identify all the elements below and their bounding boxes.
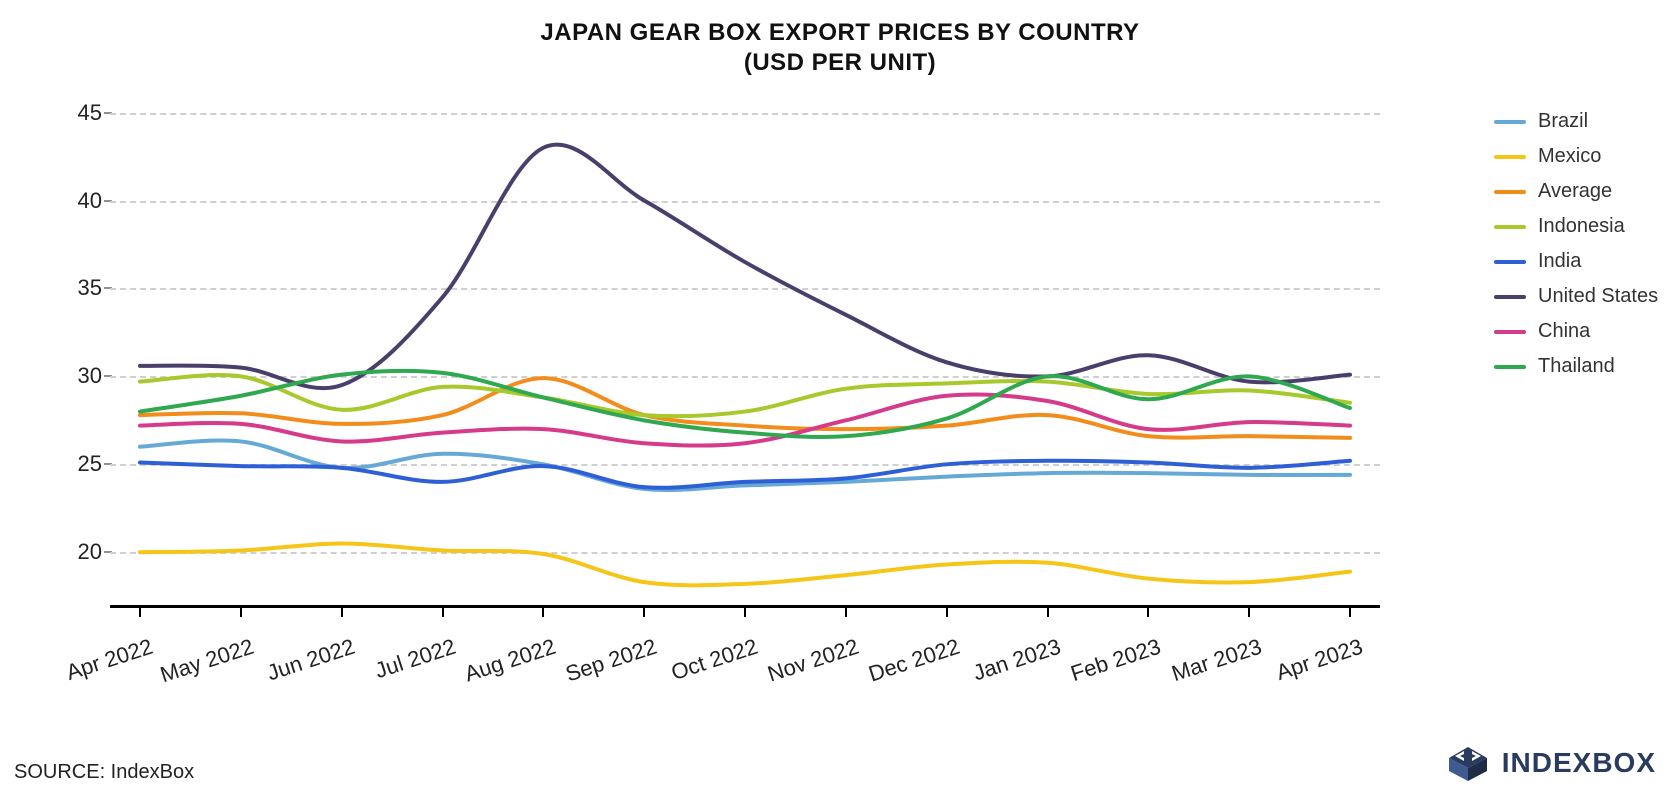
ytick-label: 25: [40, 451, 102, 477]
legend-swatch: [1494, 155, 1526, 159]
legend-label: India: [1538, 250, 1581, 273]
legend-swatch: [1494, 365, 1526, 369]
legend-swatch: [1494, 225, 1526, 229]
legend: Brazil Mexico Average Indonesia India United …: [1494, 110, 1662, 390]
xtick-label: Aug 2022: [447, 634, 560, 693]
chart-area: 202530354045 Apr 2022May 2022Jun 2022Jul…: [40, 95, 1500, 675]
legend-label: Indonesia: [1538, 215, 1625, 238]
chart-title-line1: JAPAN GEAR BOX EXPORT PRICES BY COUNTRY: [0, 18, 1680, 48]
xtick-label: Jan 2023: [951, 634, 1064, 693]
xtick-label: Mar 2023: [1153, 634, 1266, 693]
legend-item: United States: [1494, 285, 1662, 308]
legend-label: Brazil: [1538, 110, 1588, 133]
xtick-label: May 2022: [144, 634, 257, 693]
xtick-label: Jun 2022: [245, 634, 358, 693]
ytick-label: 40: [40, 188, 102, 214]
xtick-label: Nov 2022: [749, 634, 862, 693]
legend-label: United States: [1538, 285, 1658, 308]
legend-item: Brazil: [1494, 110, 1662, 133]
xtick-label: Apr 2022: [43, 634, 156, 693]
ytick-label: 45: [40, 100, 102, 126]
legend-item: Indonesia: [1494, 215, 1662, 238]
legend-swatch: [1494, 190, 1526, 194]
source-text: SOURCE: IndexBox: [14, 761, 194, 784]
legend-label: China: [1538, 320, 1590, 343]
legend-swatch: [1494, 330, 1526, 334]
legend-item: Average: [1494, 180, 1662, 203]
chart-title-line2: (USD PER UNIT): [0, 48, 1680, 78]
legend-label: Thailand: [1538, 355, 1615, 378]
legend-swatch: [1494, 120, 1526, 124]
xtick-label: Feb 2023: [1052, 634, 1165, 693]
legend-swatch: [1494, 295, 1526, 299]
ytick-label: 35: [40, 275, 102, 301]
legend-label: Mexico: [1538, 145, 1601, 168]
series-mexico: [140, 543, 1350, 585]
series-united-states: [140, 145, 1350, 389]
plot-area: [110, 95, 1380, 605]
logo-text: INDEXBOX: [1502, 747, 1656, 779]
xtick-label: Oct 2022: [648, 634, 761, 693]
ytick-label: 30: [40, 363, 102, 389]
legend-label: Average: [1538, 180, 1612, 203]
xtick-label: Apr 2023: [1253, 634, 1366, 693]
xtick-label: Sep 2022: [548, 634, 661, 693]
legend-item: Mexico: [1494, 145, 1662, 168]
xtick-label: Dec 2022: [850, 634, 963, 693]
legend-item: China: [1494, 320, 1662, 343]
legend-item: India: [1494, 250, 1662, 273]
legend-item: Thailand: [1494, 355, 1662, 378]
xtick-label: Jul 2022: [346, 634, 459, 693]
ytick-label: 20: [40, 539, 102, 565]
legend-swatch: [1494, 260, 1526, 264]
indexbox-logo: INDEXBOX: [1446, 744, 1656, 782]
